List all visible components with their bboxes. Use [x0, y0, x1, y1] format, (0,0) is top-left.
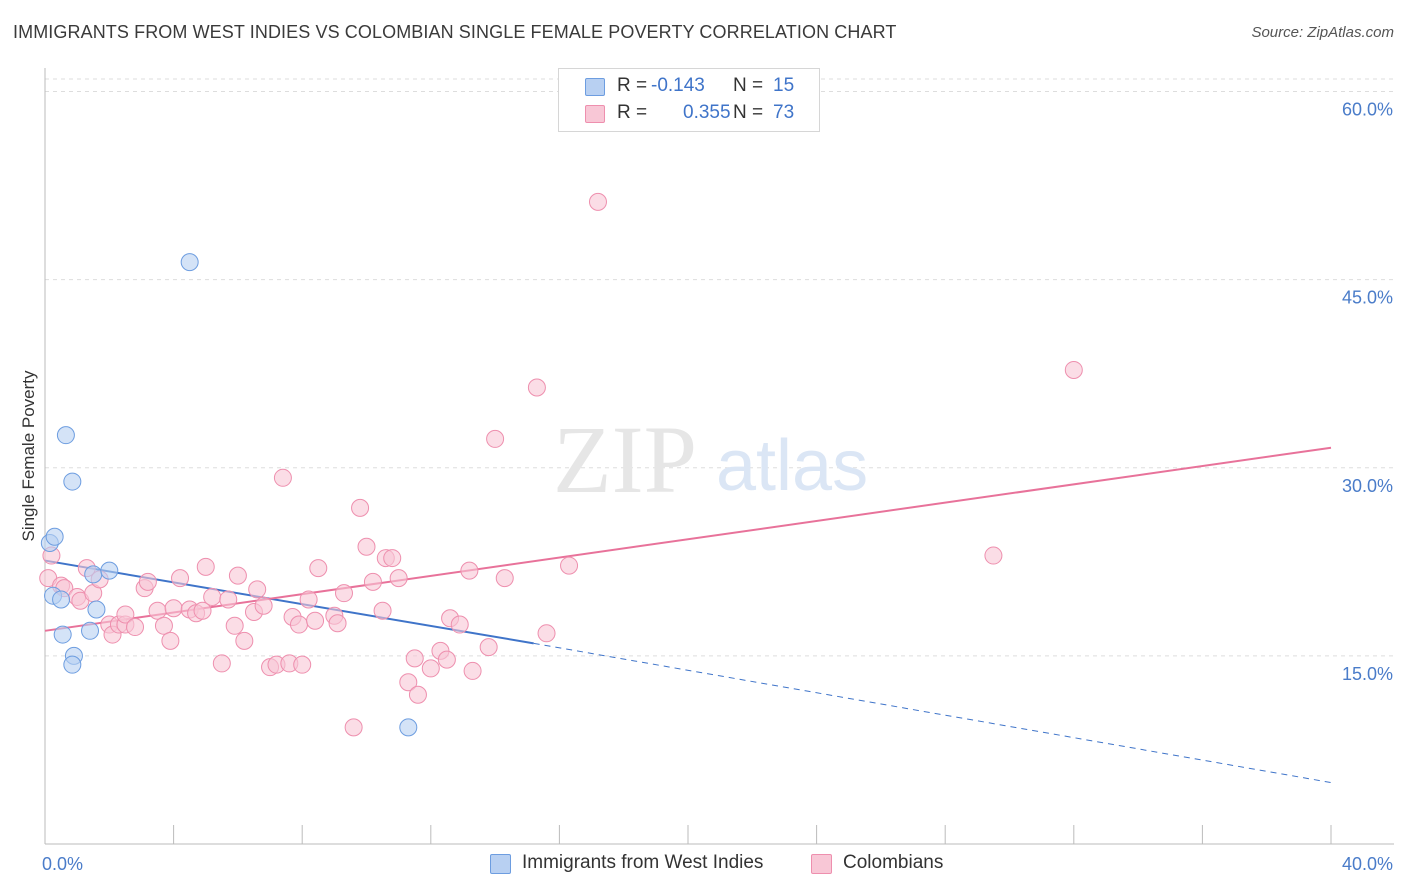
colombian-point: [328, 614, 347, 633]
legend-swatch-pink: [585, 105, 605, 123]
tick-labels: 15.0% 30.0% 45.0% 60.0% 0.0% 40.0%: [42, 100, 1393, 874]
colombian-point: [450, 615, 469, 634]
west-indies-point: [53, 625, 72, 644]
colombian-point: [527, 378, 546, 397]
bottom-legend-swatch-blue: [490, 854, 511, 874]
west-indies-point: [87, 600, 106, 619]
colombian-point: [373, 601, 392, 620]
west-indies-point: [84, 565, 103, 584]
colombian-point: [293, 655, 312, 674]
west-indies-point: [45, 527, 64, 546]
colombian-point: [1064, 360, 1083, 379]
colombian-point: [228, 566, 247, 585]
west-indies-point: [100, 561, 119, 580]
colombian-point: [154, 616, 173, 635]
colombian-point: [235, 631, 254, 650]
bottom-legend-label: Immigrants from West Indies: [522, 852, 764, 873]
x-tick-label: 40.0%: [1342, 854, 1393, 874]
colombian-point: [405, 649, 424, 668]
watermark-atlas: atlas: [716, 426, 868, 506]
legend-n-value: 15: [773, 75, 795, 96]
colombian-point: [351, 498, 370, 517]
colombian-point: [254, 596, 273, 615]
colombian-point: [560, 556, 579, 575]
colombian-point: [408, 685, 427, 704]
colombian-point: [389, 569, 408, 588]
colombian-point: [588, 192, 607, 211]
colombian-point: [138, 572, 157, 591]
source-label: Source: ZipAtlas.com: [1251, 24, 1394, 41]
y-tick-label: 60.0%: [1342, 100, 1393, 120]
legend-n-label: N =: [733, 102, 764, 123]
colombian-point: [299, 590, 318, 609]
axes: [44, 68, 1394, 845]
colombian-point: [273, 468, 292, 487]
legend-r-value: 0.355: [683, 102, 731, 123]
west-indies-point: [63, 472, 82, 491]
west-indies-point: [81, 621, 100, 640]
y-tick-label: 45.0%: [1342, 288, 1393, 308]
colombian-point: [460, 561, 479, 580]
west-indies-point: [180, 253, 199, 272]
west-indies-point: [52, 590, 71, 609]
west-indies-trendline-extension: [533, 642, 1332, 784]
colombian-point: [383, 549, 402, 568]
legend-n-value: 73: [773, 102, 795, 123]
y-axis-title: Single Female Poverty: [19, 370, 38, 542]
watermark-zip: ZIP: [553, 406, 697, 513]
colombian-point: [196, 557, 215, 576]
colombian-point: [344, 718, 363, 737]
colombian-point: [334, 584, 353, 603]
colombian-point: [421, 659, 440, 678]
colombian-point: [495, 569, 514, 588]
y-tick-label: 15.0%: [1342, 664, 1393, 684]
colombian-point: [126, 618, 145, 637]
colombian-point: [225, 616, 244, 635]
colombian-point: [161, 631, 180, 650]
colombian-point: [219, 590, 238, 609]
bottom-legend-swatch-pink: [811, 854, 832, 874]
colombian-point: [463, 661, 482, 680]
watermark: ZIP atlas: [553, 406, 868, 513]
colombian-point: [363, 572, 382, 591]
colombian-point: [399, 673, 418, 692]
west-indies-trendline: [44, 559, 534, 645]
chart-title: IMMIGRANTS FROM WEST INDIES VS COLOMBIAN…: [13, 22, 897, 42]
legend-r-value: -0.143: [651, 75, 705, 96]
colombian-point: [212, 654, 231, 673]
colombian-point: [289, 615, 308, 634]
colombian-point: [164, 599, 183, 618]
colombian-point: [148, 601, 167, 620]
correlation-legend: R = -0.143 N = 15 R = 0.355 N = 73: [558, 68, 820, 132]
colombian-point: [984, 546, 1003, 565]
colombian-point: [248, 580, 267, 599]
colombian-point: [486, 429, 505, 448]
colombian-point: [437, 650, 456, 669]
bottom-legend-label: Colombians: [843, 852, 944, 873]
gridlines: [45, 78, 1394, 657]
y-tick-label: 30.0%: [1342, 476, 1393, 496]
colombian-point: [479, 638, 498, 657]
colombian-point: [537, 624, 556, 643]
colombian-point: [193, 601, 212, 620]
west-indies-point: [56, 426, 75, 445]
west-indies-point: [399, 718, 418, 737]
legend-r-label: R =: [617, 102, 648, 123]
colombian-point: [171, 569, 190, 588]
colombian-point: [116, 605, 135, 624]
west-indies-point: [63, 655, 82, 674]
legend-swatch-blue: [585, 78, 605, 96]
colombian-point: [203, 587, 222, 606]
legend-n-label: N =: [733, 75, 764, 96]
colombian-point: [309, 559, 328, 578]
x-tick-label: 0.0%: [42, 854, 83, 874]
legend-r-label: R =: [617, 75, 648, 96]
colombian-point: [306, 611, 325, 630]
points: [39, 192, 1083, 737]
colombian-point: [357, 537, 376, 556]
